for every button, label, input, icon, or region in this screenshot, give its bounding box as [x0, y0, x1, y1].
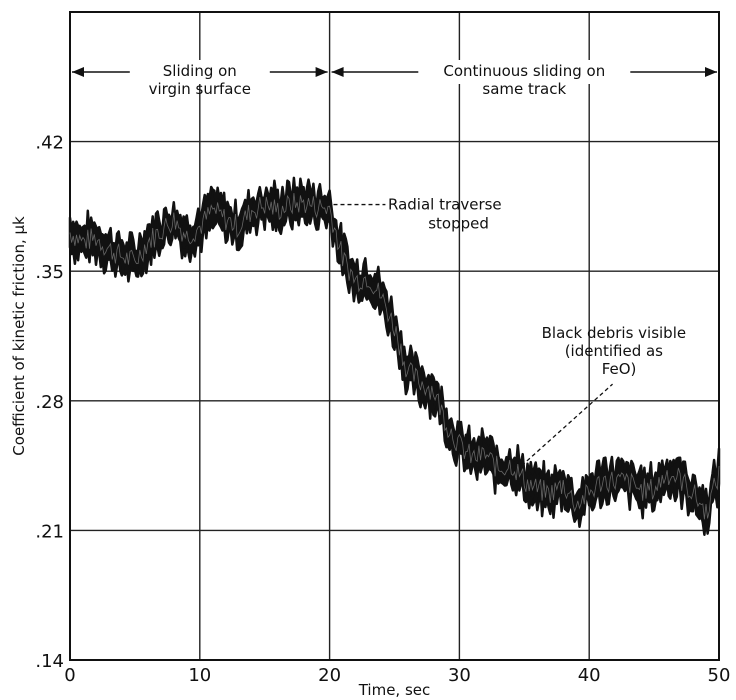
- y-axis-label: Coefficient of kinetic friction, μk: [10, 216, 28, 456]
- x-tick-label: 0: [64, 665, 75, 686]
- virgin-arrowhead-right: [315, 67, 328, 77]
- annotations: Sliding on virgin surface Continuous sli…: [72, 60, 717, 467]
- annotation-radial-line2: stopped: [428, 215, 489, 233]
- annotation-debris-line1: Black debris visible: [542, 324, 687, 342]
- annotation-continuous-line2: same track: [482, 80, 566, 98]
- x-tick-label: 20: [318, 665, 341, 686]
- x-tick-label: 30: [448, 665, 471, 686]
- series-band: [68, 176, 721, 536]
- annotation-debris-line2: (identified as: [565, 342, 663, 360]
- x-tick-label: 40: [578, 665, 601, 686]
- annotation-continuous-line1: Continuous sliding on: [443, 62, 605, 80]
- series-line: [69, 193, 720, 520]
- annotation-virgin-line2: virgin surface: [149, 80, 251, 98]
- debris-leader-line: [521, 383, 613, 467]
- annotation-virgin-line1: Sliding on: [163, 62, 237, 80]
- annotation-debris-line3: FeO): [602, 360, 637, 378]
- grid-lines: [70, 12, 719, 660]
- plot-border: [69, 11, 720, 661]
- continuous-arrowhead-right: [705, 67, 717, 77]
- y-tick-label: .14: [35, 651, 64, 672]
- y-tick-label: .35: [35, 262, 64, 283]
- continuous-arrowhead-left: [331, 67, 344, 77]
- series-group: [68, 176, 721, 536]
- y-tick-label: .42: [35, 133, 64, 154]
- continuous-label-mask: [418, 60, 631, 84]
- x-axis-label: Time, sec: [358, 681, 431, 699]
- tick-labels: 0 10 20 30 40 50 .14 .21 .28 .35 .42: [35, 133, 730, 686]
- plot-frame: [69, 11, 720, 661]
- y-tick-label: .28: [35, 392, 64, 413]
- y-tick-label: .21: [35, 521, 64, 542]
- virgin-label-mask: [129, 60, 270, 84]
- annotation-radial-line1: Radial traverse: [388, 196, 502, 214]
- x-tick-label: 10: [188, 665, 211, 686]
- virgin-arrowhead-left: [72, 67, 84, 77]
- x-tick-label: 50: [708, 665, 731, 686]
